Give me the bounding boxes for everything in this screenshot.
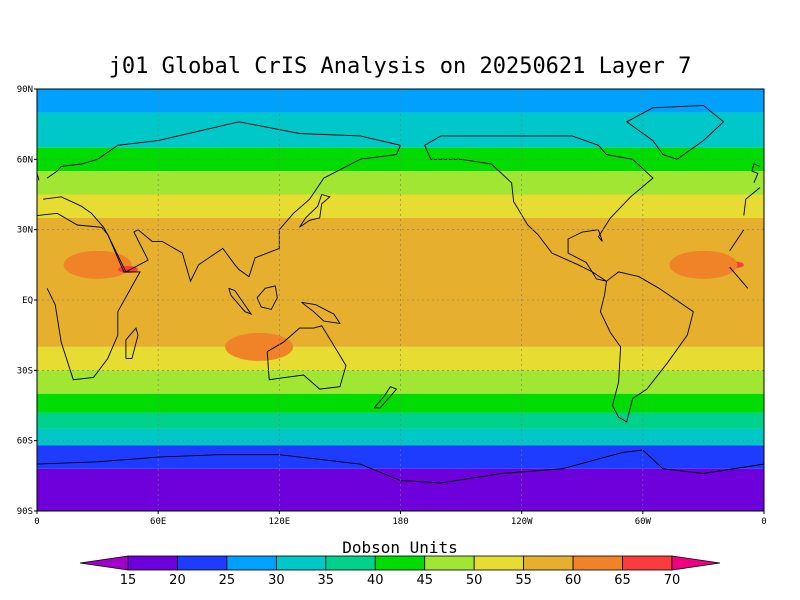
ozone-band-7 (37, 370, 764, 394)
lon-label: 120W (511, 517, 533, 527)
longitude-labels: 0 60E 120E 180 120W 60W 0 (34, 511, 767, 527)
colorbar-swatch-high (671, 555, 721, 571)
latitude-labels: 90N 60N 30N EQ 30S 60S 90S (17, 85, 37, 517)
coastline-antarctica (37, 449, 764, 484)
ozone-band-5 (37, 217, 764, 347)
ozone-band-10 (37, 428, 764, 446)
coastlines (37, 104, 764, 484)
lat-label: 90S (17, 507, 33, 517)
map-title: j01 Global CrIS Analysis on 20250621 Lay… (108, 54, 692, 79)
lon-label: 0 (34, 517, 39, 527)
coastline-new-guinea (301, 301, 341, 324)
colorbar-title: Dobson Units (342, 538, 458, 557)
ozone-band-8 (37, 393, 764, 413)
lon-label: 180 (392, 517, 408, 527)
lat-label: 90N (17, 85, 33, 95)
colorbar-swatch (374, 555, 426, 571)
lon-label: 0 (761, 517, 766, 527)
coastline-africa (729, 229, 745, 252)
colorbar-swatch (523, 555, 574, 571)
ozone-band-3 (37, 171, 764, 195)
coastline-uk-2 (751, 163, 761, 183)
lat-label: 30S (17, 366, 33, 376)
coastline-eurasia-1 (43, 121, 402, 283)
gridlines (37, 89, 764, 511)
lon-label: 120E (268, 517, 290, 527)
colorbar-tick-label: 60 (565, 573, 582, 588)
coastline-borneo (256, 285, 278, 310)
coastline-africa-1 (37, 212, 141, 381)
coastline-africa-2 (729, 266, 749, 289)
colorbar-swatch (473, 555, 525, 571)
colorbar-swatch (325, 555, 376, 571)
colorbar-tick-label: 20 (169, 573, 186, 588)
colorbar-tick-label: 45 (416, 573, 433, 588)
coastline-sumatra (228, 287, 253, 316)
lat-label: 60S (17, 437, 33, 447)
colorbar-swatch (127, 555, 178, 571)
colorbar-swatch (177, 555, 228, 571)
lon-label: 60E (150, 517, 166, 527)
ozone-band-4 (37, 194, 764, 218)
colorbar-tick-label: 25 (219, 573, 236, 588)
colorbar-tick-label: 55 (515, 573, 532, 588)
colorbar-tick-label: 40 (367, 573, 384, 588)
coastline-new-zealand (373, 386, 398, 409)
colorbar-tick-label: 15 (120, 573, 137, 588)
ozone-band-6 (37, 346, 764, 371)
colorbar-swatch (572, 555, 623, 571)
colorbar: 15 20 25 30 35 40 45 50 55 60 65 70 (79, 555, 721, 588)
ozone-high-3 (669, 250, 738, 279)
colorbar-swatch (622, 555, 673, 571)
colorbar-tick-label: 30 (268, 573, 285, 588)
colorbar-tick-label: 65 (614, 573, 631, 588)
colorbar-swatch-low (79, 555, 129, 571)
lat-label: 30N (17, 226, 33, 236)
colorbar-tick-label: 35 (318, 573, 335, 588)
coastline-n-america (424, 135, 654, 282)
lon-label: 60W (635, 517, 652, 527)
colorbar-tick-label: 50 (466, 573, 483, 588)
colorbar-swatch (226, 555, 277, 571)
lat-label: 60N (17, 155, 33, 165)
coastline-eurasia (743, 187, 761, 216)
colorbar-swatch (424, 555, 475, 571)
lat-label: EQ (22, 296, 33, 306)
colorbar-tick-label: 70 (664, 573, 681, 588)
coastline-australia (266, 325, 347, 390)
coastline-madagascar (125, 327, 139, 360)
coastline-s-america (599, 271, 694, 423)
coastline-greenland (625, 104, 725, 160)
coastline-japan (299, 193, 331, 228)
ozone-high-4 (225, 332, 294, 361)
colorbar-swatch (275, 555, 327, 571)
ozone-high-0 (63, 250, 132, 279)
